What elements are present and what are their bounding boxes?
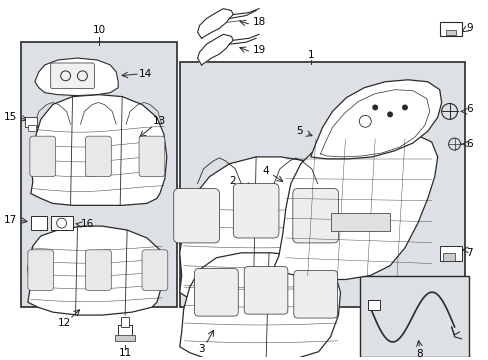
Polygon shape: [28, 226, 163, 315]
Text: 6: 6: [466, 104, 472, 114]
FancyBboxPatch shape: [293, 271, 337, 318]
Text: 2: 2: [229, 176, 236, 186]
Bar: [115, 335, 135, 341]
Bar: [439, 22, 461, 36]
Text: 17: 17: [4, 215, 17, 225]
FancyBboxPatch shape: [51, 63, 94, 89]
Text: 13: 13: [153, 116, 166, 126]
Text: 9: 9: [466, 23, 472, 33]
Bar: [25, 117, 37, 127]
Bar: [31, 216, 47, 230]
FancyBboxPatch shape: [85, 250, 111, 291]
Text: 8: 8: [416, 348, 422, 359]
FancyBboxPatch shape: [85, 136, 111, 177]
Text: 5: 5: [296, 126, 302, 136]
FancyBboxPatch shape: [244, 267, 287, 314]
Bar: [445, 30, 455, 35]
Text: 14: 14: [138, 69, 151, 79]
Polygon shape: [197, 9, 233, 38]
Bar: [121, 317, 129, 327]
Circle shape: [401, 104, 407, 111]
Bar: [28, 125, 36, 131]
Circle shape: [386, 112, 392, 117]
Text: 18: 18: [253, 17, 266, 27]
Polygon shape: [31, 95, 166, 205]
FancyBboxPatch shape: [28, 250, 54, 291]
FancyBboxPatch shape: [194, 269, 238, 316]
Text: 11: 11: [118, 348, 131, 358]
FancyBboxPatch shape: [30, 136, 56, 177]
FancyBboxPatch shape: [142, 250, 167, 291]
Bar: [51, 216, 72, 230]
Polygon shape: [180, 157, 335, 305]
Bar: [367, 300, 379, 310]
FancyBboxPatch shape: [292, 189, 338, 243]
Text: 15: 15: [4, 112, 17, 122]
FancyBboxPatch shape: [139, 136, 164, 177]
Text: 7: 7: [466, 248, 472, 258]
Polygon shape: [197, 34, 233, 65]
Bar: [330, 213, 389, 231]
Bar: [360, 275, 468, 357]
Bar: [439, 246, 461, 261]
Polygon shape: [180, 253, 340, 360]
Bar: [442, 253, 454, 261]
Text: 6: 6: [466, 139, 472, 149]
Text: 16: 16: [81, 219, 94, 229]
Text: 10: 10: [93, 25, 106, 35]
Polygon shape: [35, 58, 118, 96]
Bar: [118, 325, 132, 337]
Text: 12: 12: [58, 318, 71, 328]
Circle shape: [371, 104, 377, 111]
Bar: [180, 62, 465, 307]
Polygon shape: [310, 80, 441, 159]
Polygon shape: [272, 132, 437, 279]
Text: 1: 1: [307, 50, 313, 60]
Text: 4: 4: [262, 166, 268, 176]
FancyBboxPatch shape: [173, 189, 219, 243]
FancyBboxPatch shape: [233, 184, 278, 238]
Text: 19: 19: [253, 45, 266, 55]
Text: 3: 3: [198, 344, 204, 354]
Bar: [21, 42, 176, 307]
